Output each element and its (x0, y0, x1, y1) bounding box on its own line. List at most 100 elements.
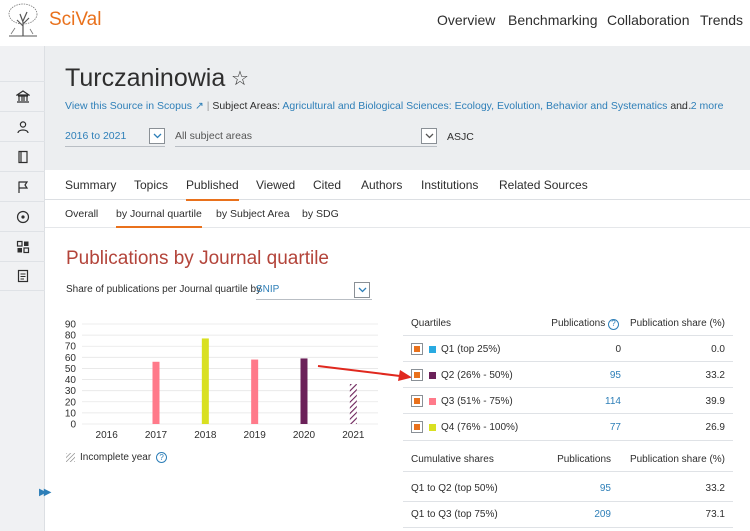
q4-color-swatch (429, 424, 436, 431)
y-tick-label: 0 (70, 420, 76, 431)
scival-brand[interactable]: SciVal (49, 9, 102, 30)
y-tick-label: 30 (65, 386, 77, 397)
source-meta-line: View this Source in Scopus ↗ | Subject A… (65, 100, 724, 112)
q3-color-swatch (429, 398, 436, 405)
y-tick-label: 10 (65, 408, 77, 419)
column-header-cumulative-share: Publication share (%) (629, 454, 725, 465)
main-tabs: Summary Topics Published Viewed Cited Au… (45, 170, 750, 201)
cumulative-q1-q3-publications-link[interactable]: 209 (594, 509, 611, 520)
nav-trends[interactable]: Trends (700, 12, 744, 28)
q1-publications: 0 (615, 344, 621, 355)
y-tick-label: 80 (65, 331, 77, 342)
q3-share: 39.9 (705, 396, 725, 407)
topic-icon[interactable] (0, 201, 45, 231)
chevron-down-icon[interactable] (149, 128, 165, 144)
cumulative-q1-q2-label: Q1 to Q2 (top 50%) (411, 483, 498, 494)
table-row: Q4 (76% - 100%) 77 26.9 (403, 414, 733, 441)
more-subjects-link[interactable]: 2 more (690, 100, 724, 112)
table-header-row: Quartiles Publications ? Publication sha… (403, 312, 733, 336)
bar-2021[interactable] (349, 384, 357, 424)
q1-label: Q1 (top 25%) (441, 344, 501, 355)
tab-institutions[interactable]: Institutions (421, 178, 479, 192)
x-tick-label: 2019 (244, 430, 267, 441)
column-header-quartiles: Quartiles (411, 318, 452, 329)
nav-overview[interactable]: Overview (437, 12, 496, 28)
flag-icon[interactable] (0, 171, 45, 201)
tab-topics[interactable]: Topics (134, 178, 169, 192)
dashboard-icon[interactable] (0, 231, 45, 261)
q4-share: 26.9 (705, 422, 725, 433)
institution-icon[interactable] (0, 81, 45, 111)
metric-select[interactable]: SNIP (256, 280, 372, 300)
chevron-down-icon[interactable] (354, 282, 370, 298)
table-row: Q2 (26% - 50%) 95 33.2 (403, 362, 733, 388)
page-title: Turczaninowia (65, 64, 226, 92)
q2-color-swatch (429, 372, 436, 379)
subject-area-select[interactable]: All subject areas (175, 127, 437, 147)
subtab-overall[interactable]: Overall (65, 208, 99, 220)
year-range-select[interactable]: 2016 to 2021 (65, 127, 165, 147)
and-label: and (670, 100, 688, 112)
x-tick-label: 2017 (145, 430, 168, 441)
tab-published[interactable]: Published (186, 178, 239, 201)
subject-area-link[interactable]: Agricultural and Biological Sciences: Ec… (282, 100, 668, 112)
q4-checkbox[interactable] (411, 421, 423, 433)
x-tick-label: 2018 (194, 430, 217, 441)
x-tick-label: 2021 (342, 430, 365, 441)
tab-cited[interactable]: Cited (313, 178, 342, 192)
y-tick-label: 50 (65, 364, 77, 375)
subject-area-value: All subject areas (175, 130, 253, 142)
bar-2020[interactable] (300, 358, 308, 424)
q1-checkbox[interactable] (411, 343, 423, 355)
incomplete-year-label: Incomplete year (80, 452, 152, 463)
y-tick-label: 20 (65, 397, 77, 408)
tab-authors[interactable]: Authors (361, 178, 403, 192)
cumulative-header-row: Cumulative shares Publications Publicati… (403, 448, 733, 472)
external-link-icon: ↗ (192, 100, 204, 112)
expand-sidebar-icon[interactable]: ▶▶ (39, 487, 52, 498)
bar-2017[interactable] (152, 361, 160, 424)
view-in-scopus-link[interactable]: View this Source in Scopus (65, 100, 193, 112)
q4-publications-link[interactable]: 77 (609, 422, 621, 433)
asjc-label: ASJC (447, 131, 474, 143)
cumulative-q1-q3-share: 73.1 (705, 509, 725, 520)
tab-summary[interactable]: Summary (65, 178, 117, 192)
column-header-cumulative: Cumulative shares (411, 454, 494, 465)
q2-publications-link[interactable]: 95 (609, 370, 621, 381)
tab-related-sources[interactable]: Related Sources (499, 178, 588, 192)
q1-share: 0.0 (711, 344, 725, 355)
more-options-icon[interactable]: … (680, 98, 692, 112)
journal-icon[interactable] (0, 141, 45, 171)
report-icon[interactable] (0, 261, 45, 291)
subtab-by-journal-quartile[interactable]: by Journal quartile (116, 208, 202, 228)
favorite-star-icon[interactable]: ☆ (231, 68, 249, 90)
person-icon[interactable] (0, 111, 45, 141)
nav-collaboration[interactable]: Collaboration (607, 12, 690, 28)
q3-publications-link[interactable]: 114 (605, 396, 621, 407)
help-icon[interactable]: ? (156, 452, 168, 463)
q2-checkbox[interactable] (411, 369, 423, 381)
section-title: Publications by Journal quartile (66, 248, 329, 269)
q3-checkbox[interactable] (411, 395, 423, 407)
cumulative-q1-q2-publications-link[interactable]: 95 (599, 483, 611, 494)
column-header-publications: Publications ? (551, 318, 619, 330)
bar-2019[interactable] (251, 359, 259, 424)
hatch-legend-icon (66, 453, 75, 462)
subtab-by-subject-area[interactable]: by Subject Area (216, 208, 290, 220)
nav-benchmarking[interactable]: Benchmarking (508, 12, 598, 28)
bar-2018[interactable] (201, 338, 209, 424)
cumulative-q1-q2-share: 33.2 (705, 483, 725, 494)
subtab-by-sdg[interactable]: by SDG (302, 208, 339, 220)
chevron-down-icon[interactable] (421, 128, 437, 144)
metric-value: SNIP (256, 284, 280, 295)
sub-tabs: Overall by Journal quartile by Subject A… (45, 200, 750, 228)
tab-viewed[interactable]: Viewed (256, 178, 296, 192)
table-row: Q3 (51% - 75%) 114 39.9 (403, 388, 733, 414)
table-row: Q1 to Q2 (top 50%) 95 33.2 (403, 476, 733, 502)
year-range-value: 2016 to 2021 (65, 130, 127, 142)
elsevier-tree-logo[interactable] (6, 2, 40, 38)
q3-label: Q3 (51% - 75%) (441, 396, 513, 407)
entity-header: Turczaninowia ☆ View this Source in Scop… (45, 46, 750, 170)
help-icon[interactable]: ? (608, 318, 619, 330)
